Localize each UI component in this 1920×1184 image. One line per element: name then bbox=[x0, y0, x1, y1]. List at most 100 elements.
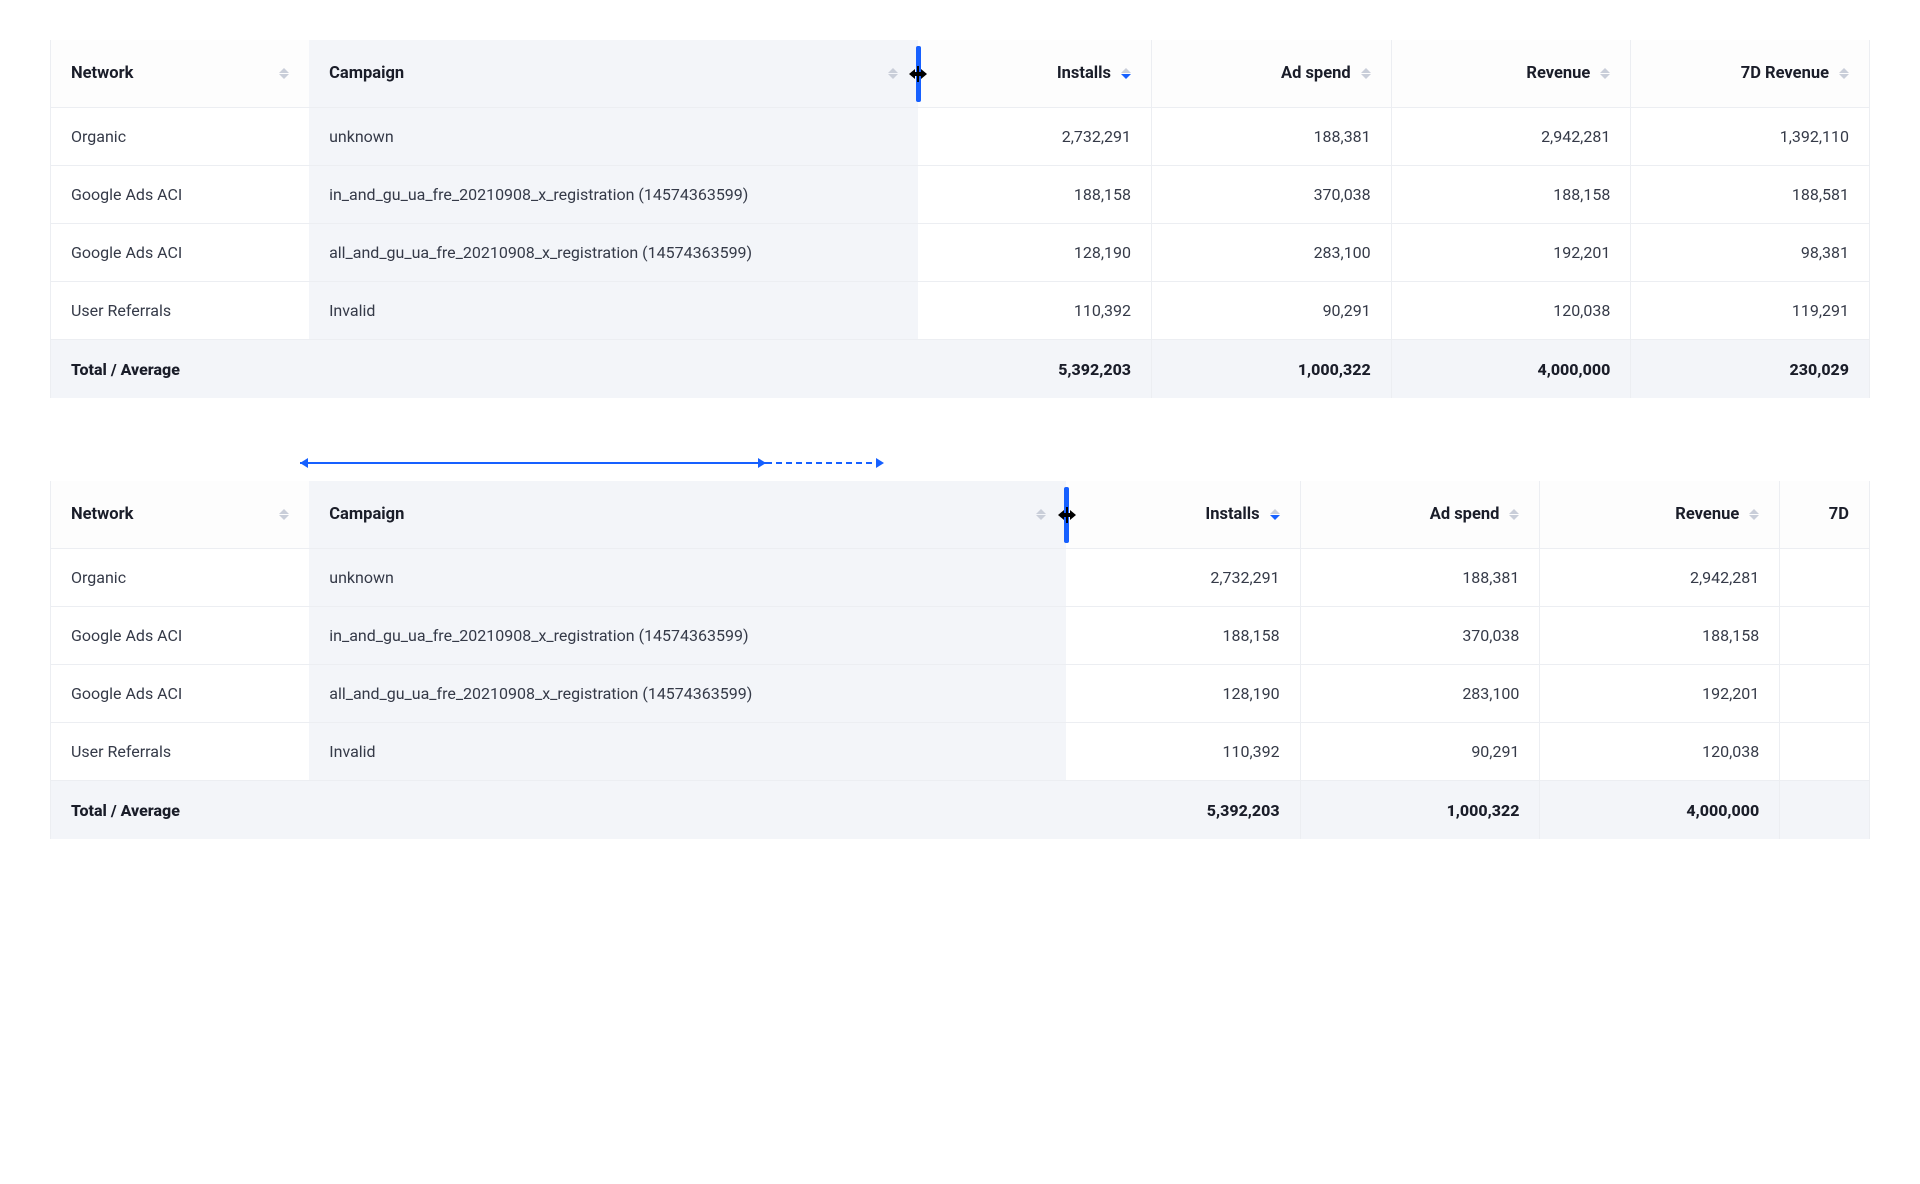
cell-network: Google Ads ACI bbox=[50, 224, 309, 282]
column-label: Network bbox=[71, 64, 133, 83]
footer-label: Total / Average bbox=[50, 340, 309, 398]
cell-revenue: 188,158 bbox=[1391, 166, 1631, 224]
sort-icon[interactable] bbox=[1600, 68, 1610, 79]
column-label: Campaign bbox=[329, 505, 404, 524]
footer-ad-spend: 1,000,322 bbox=[1300, 781, 1540, 839]
column-label: 7D Revenue bbox=[1741, 64, 1829, 83]
sort-icon[interactable] bbox=[888, 68, 898, 79]
resize-line bbox=[916, 46, 921, 102]
table: Network Campaign bbox=[50, 40, 1870, 398]
sort-icon[interactable] bbox=[1839, 68, 1849, 79]
data-table-top: Network Campaign bbox=[50, 40, 1870, 398]
column-header-network[interactable]: Network bbox=[50, 481, 309, 549]
cell-ad-spend: 370,038 bbox=[1151, 166, 1391, 224]
arrow-original-width bbox=[300, 462, 766, 464]
cell-campaign: all_and_gu_ua_fre_20210908_x_registratio… bbox=[309, 665, 1066, 723]
column-label: Installs bbox=[1057, 64, 1111, 83]
column-resize-handle[interactable] bbox=[1064, 481, 1069, 548]
cell-7d-revenue bbox=[1779, 723, 1870, 781]
cell-campaign: unknown bbox=[309, 549, 1066, 607]
table-row[interactable]: Google Ads ACI all_and_gu_ua_fre_2021090… bbox=[50, 665, 1870, 723]
column-label: Revenue bbox=[1526, 64, 1590, 83]
cell-campaign: unknown bbox=[309, 108, 918, 166]
footer-7d-revenue bbox=[1779, 781, 1870, 839]
cell-7d-revenue: 119,291 bbox=[1630, 282, 1870, 340]
cell-campaign: Invalid bbox=[309, 723, 1066, 781]
cell-installs: 188,158 bbox=[918, 166, 1151, 224]
sort-icon[interactable] bbox=[279, 509, 289, 520]
cell-revenue: 2,942,281 bbox=[1539, 549, 1779, 607]
table-row[interactable]: Google Ads ACI in_and_gu_ua_fre_20210908… bbox=[50, 607, 1870, 665]
cell-7d-revenue: 1,392,110 bbox=[1630, 108, 1870, 166]
table-row[interactable]: Google Ads ACI in_and_gu_ua_fre_20210908… bbox=[50, 166, 1870, 224]
footer-7d-revenue: 230,029 bbox=[1630, 340, 1870, 398]
sort-icon[interactable] bbox=[1749, 509, 1759, 520]
cell-network: Google Ads ACI bbox=[50, 665, 309, 723]
cell-revenue: 188,158 bbox=[1539, 607, 1779, 665]
column-label: Installs bbox=[1205, 505, 1259, 524]
table-footer-row: Total / Average 5,392,203 1,000,322 4,00… bbox=[50, 781, 1870, 839]
cell-revenue: 192,201 bbox=[1539, 665, 1779, 723]
table-row[interactable]: User Referrals Invalid 110,392 90,291 12… bbox=[50, 282, 1870, 340]
cell-ad-spend: 90,291 bbox=[1151, 282, 1391, 340]
column-header-network[interactable]: Network bbox=[50, 40, 309, 108]
cell-ad-spend: 90,291 bbox=[1300, 723, 1540, 781]
footer-ad-spend: 1,000,322 bbox=[1151, 340, 1391, 398]
footer-campaign bbox=[309, 781, 1066, 839]
column-header-7d-revenue[interactable]: 7D bbox=[1779, 481, 1870, 549]
footer-installs: 5,392,203 bbox=[1066, 781, 1299, 839]
column-label: Ad spend bbox=[1430, 505, 1500, 524]
arrow-expanded-width bbox=[766, 462, 882, 464]
column-label: 7D bbox=[1829, 505, 1849, 524]
cell-installs: 128,190 bbox=[1066, 665, 1299, 723]
footer-revenue: 4,000,000 bbox=[1539, 781, 1779, 839]
table-row[interactable]: Organic unknown 2,732,291 188,381 2,942,… bbox=[50, 549, 1870, 607]
sort-icon[interactable] bbox=[1509, 509, 1519, 520]
cell-ad-spend: 188,381 bbox=[1151, 108, 1391, 166]
cell-network: Google Ads ACI bbox=[50, 166, 309, 224]
data-table-bottom: Network Campaign bbox=[50, 481, 1870, 839]
sort-icon[interactable] bbox=[279, 68, 289, 79]
sort-icon[interactable] bbox=[1121, 68, 1131, 79]
footer-installs: 5,392,203 bbox=[918, 340, 1151, 398]
cell-7d-revenue bbox=[1779, 607, 1870, 665]
sort-icon[interactable] bbox=[1036, 509, 1046, 520]
table-row[interactable]: User Referrals Invalid 110,392 90,291 12… bbox=[50, 723, 1870, 781]
table: Network Campaign bbox=[50, 481, 1870, 839]
column-header-campaign[interactable]: Campaign bbox=[309, 481, 1066, 549]
cell-installs: 110,392 bbox=[918, 282, 1151, 340]
column-header-revenue[interactable]: Revenue bbox=[1539, 481, 1779, 549]
cell-ad-spend: 283,100 bbox=[1151, 224, 1391, 282]
footer-label: Total / Average bbox=[50, 781, 309, 839]
cell-network: User Referrals bbox=[50, 282, 309, 340]
cell-installs: 128,190 bbox=[918, 224, 1151, 282]
resize-line bbox=[1064, 487, 1069, 543]
column-header-ad-spend[interactable]: Ad spend bbox=[1151, 40, 1391, 108]
column-header-installs[interactable]: Installs bbox=[918, 40, 1151, 108]
table-row[interactable]: Google Ads ACI all_and_gu_ua_fre_2021090… bbox=[50, 224, 1870, 282]
column-header-campaign[interactable]: Campaign bbox=[309, 40, 918, 108]
column-header-installs[interactable]: Installs bbox=[1066, 481, 1299, 549]
column-header-ad-spend[interactable]: Ad spend bbox=[1300, 481, 1540, 549]
cell-revenue: 120,038 bbox=[1391, 282, 1631, 340]
cell-7d-revenue: 188,581 bbox=[1630, 166, 1870, 224]
column-header-revenue[interactable]: Revenue bbox=[1391, 40, 1631, 108]
cell-ad-spend: 283,100 bbox=[1300, 665, 1540, 723]
footer-campaign bbox=[309, 340, 918, 398]
column-resize-handle[interactable] bbox=[916, 40, 921, 107]
column-label: Ad spend bbox=[1281, 64, 1351, 83]
cell-installs: 2,732,291 bbox=[1066, 549, 1299, 607]
column-label: Revenue bbox=[1675, 505, 1739, 524]
cell-campaign: in_and_gu_ua_fre_20210908_x_registration… bbox=[309, 607, 1066, 665]
column-header-7d-revenue[interactable]: 7D Revenue bbox=[1630, 40, 1870, 108]
table-row[interactable]: Organic unknown 2,732,291 188,381 2,942,… bbox=[50, 108, 1870, 166]
cell-revenue: 2,942,281 bbox=[1391, 108, 1631, 166]
cell-network: Google Ads ACI bbox=[50, 607, 309, 665]
sort-icon[interactable] bbox=[1270, 509, 1280, 520]
cell-revenue: 120,038 bbox=[1539, 723, 1779, 781]
cell-installs: 188,158 bbox=[1066, 607, 1299, 665]
cell-ad-spend: 370,038 bbox=[1300, 607, 1540, 665]
cell-ad-spend: 188,381 bbox=[1300, 549, 1540, 607]
sort-icon[interactable] bbox=[1361, 68, 1371, 79]
column-label: Network bbox=[71, 505, 133, 524]
